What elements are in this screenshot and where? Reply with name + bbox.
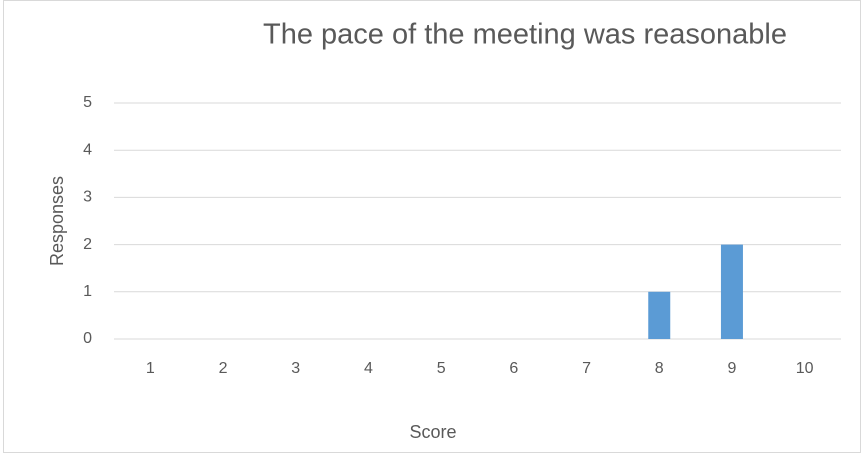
x-tick-label: 7 [582, 360, 591, 377]
y-tick-label: 3 [83, 189, 92, 206]
y-tick-label: 4 [83, 141, 92, 158]
y-axis-title: Responses [47, 176, 67, 266]
x-tick-label: 1 [146, 360, 155, 377]
x-tick-label: 3 [291, 360, 300, 377]
bar [648, 291, 671, 339]
x-tick-label: 2 [219, 360, 228, 377]
y-tick-label: 2 [83, 236, 92, 253]
chart-border [3, 0, 861, 453]
x-tick-label: 6 [509, 360, 518, 377]
x-tick-label: 5 [437, 360, 446, 377]
x-tick-label: 8 [655, 360, 664, 377]
y-tick-label: 1 [83, 283, 92, 300]
x-tick-label: 10 [796, 360, 814, 377]
y-tick-label: 0 [83, 330, 92, 347]
chart-title: The pace of the meeting was reasonable [263, 19, 787, 51]
x-tick-label: 9 [727, 360, 736, 377]
x-axis-title: Score [409, 422, 456, 442]
x-tick-label: 4 [364, 360, 373, 377]
bar [720, 244, 743, 339]
y-tick-label: 5 [83, 94, 92, 111]
